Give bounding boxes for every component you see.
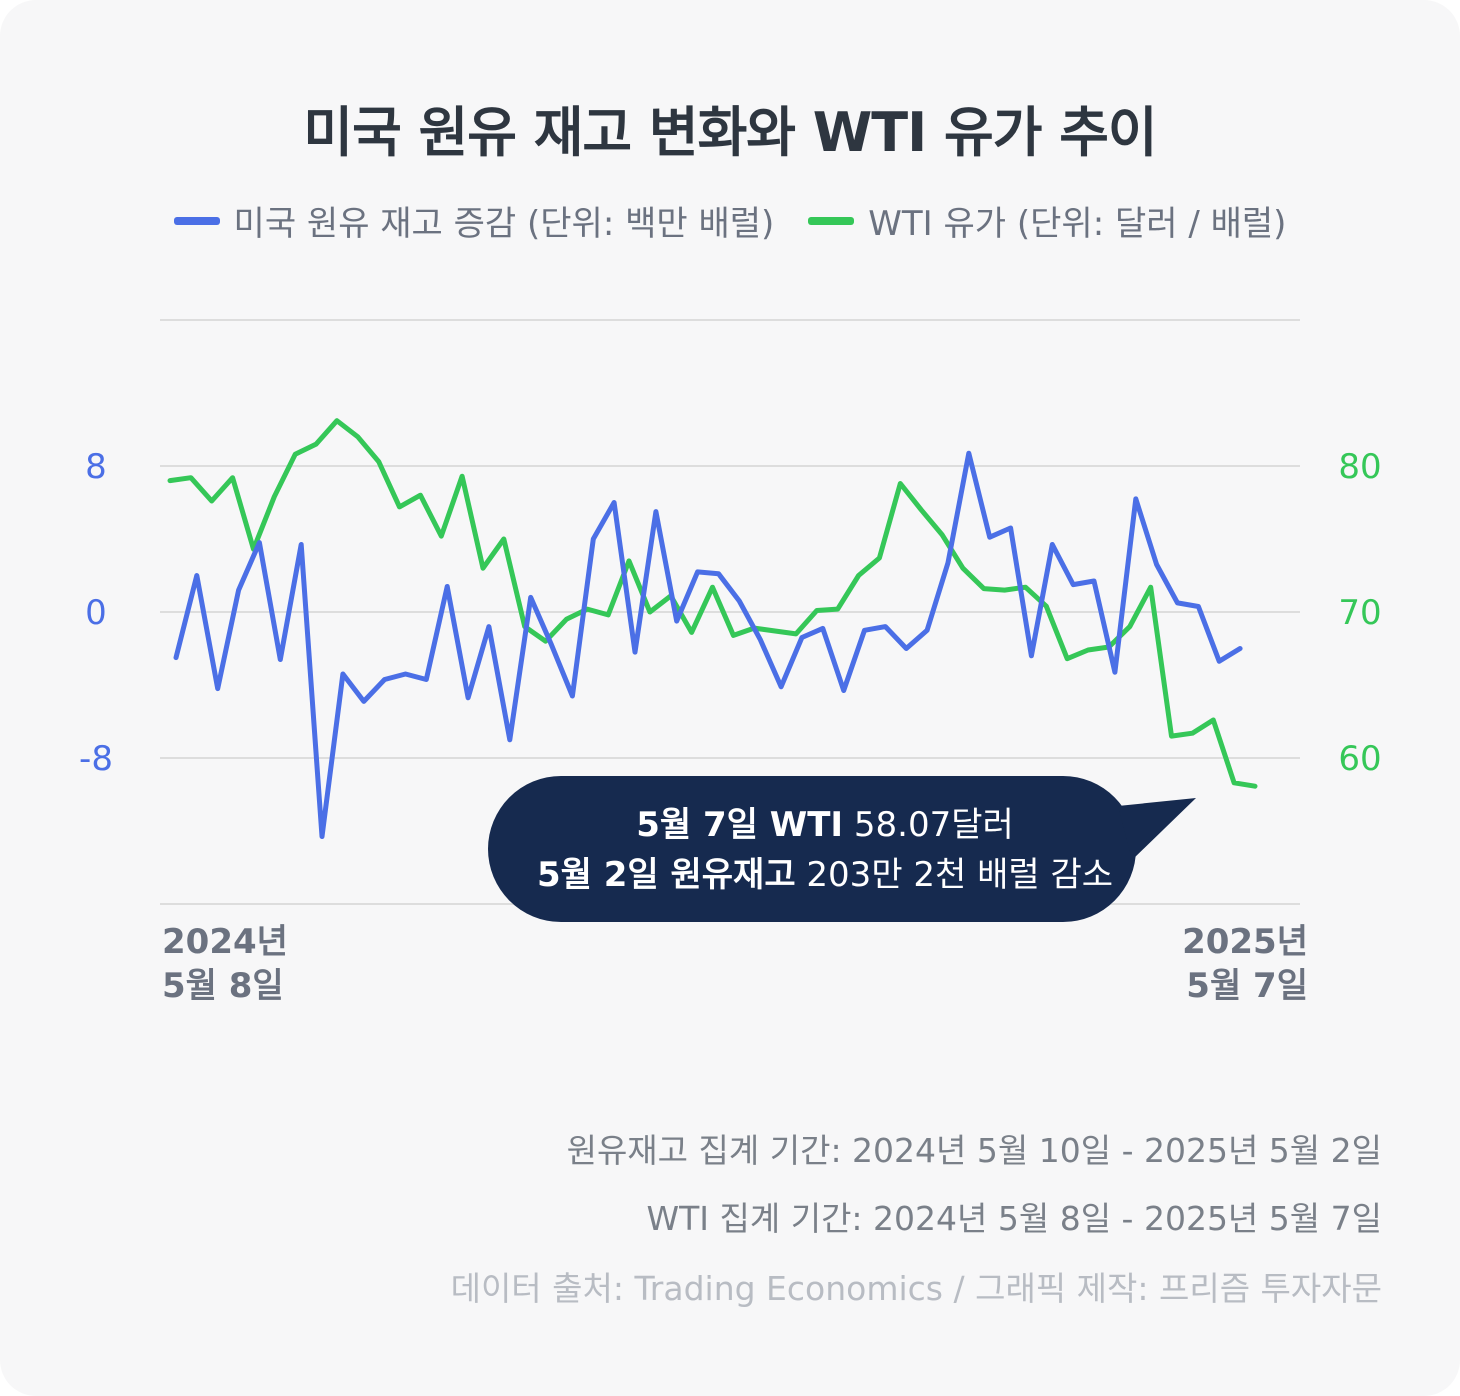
callout-bubble [488, 776, 1136, 922]
x-label-start: 2024년 5월 8일 [162, 920, 288, 1008]
legend-label-inventory: 미국 원유 재고 증감 (단위: 백만 배럴) [233, 204, 775, 244]
legend-item-inventory: 미국 원유 재고 증감 (단위: 백만 배럴) [173, 196, 775, 245]
series-line-inventory [173, 450, 1243, 839]
callout-line-1: 5월 7일 WTI 58.07달러 [490, 800, 1160, 850]
callout-line-1-rest: 58.07달러 [843, 805, 1014, 845]
y-right-tick-label: 70 [1338, 593, 1381, 633]
y-right-tick-label: 60 [1338, 739, 1381, 779]
y-right-tick-label: 80 [1338, 447, 1381, 487]
callout-pointer [1118, 798, 1196, 860]
footer-inventory-period: 원유재고 집계 기간: 2024년 5월 10일 - 2025년 5월 2일 [566, 1131, 1382, 1170]
footer-wti-period: WTI 집계 기간: 2024년 5월 8일 - 2025년 5월 7일 [646, 1199, 1382, 1238]
legend-item-wti: WTI 유가 (단위: 달러 / 배럴) [808, 196, 1286, 245]
legend-swatch-inventory [173, 216, 220, 225]
chart-title: 미국 원유 재고 변화와 WTI 유가 추이 [303, 101, 1157, 164]
footer-source: 데이터 출처: Trading Economics / 그래픽 제작: 프리즘 … [450, 1269, 1382, 1308]
legend-label-wti: WTI 유가 (단위: 달러 / 배럴) [868, 204, 1287, 244]
y-left-tick-label: 8 [85, 447, 107, 487]
x-label-start-date: 5월 8일 [162, 966, 284, 1006]
y-left-tick-label: 0 [85, 593, 107, 633]
series-line-wti [167, 418, 1258, 789]
y-left-tick-label: -8 [79, 739, 113, 779]
callout-line-2: 5월 2일 원유재고 203만 2천 배럴 감소 [490, 850, 1160, 900]
legend: 미국 원유 재고 증감 (단위: 백만 배럴) WTI 유가 (단위: 달러 /… [0, 196, 1460, 245]
callout: 5월 7일 WTI 58.07달러 5월 2일 원유재고 203만 2천 배럴 … [490, 800, 1160, 900]
callout-line-2-bold: 5월 2일 원유재고 [536, 855, 796, 895]
x-label-end-date: 5월 7일 [1186, 966, 1308, 1006]
callout-line-2-rest: 203만 2천 배럴 감소 [795, 855, 1114, 895]
x-label-end-year: 2025년 [1182, 922, 1308, 962]
x-label-start-year: 2024년 [162, 922, 288, 962]
x-label-end: 2025년 5월 7일 [1182, 920, 1308, 1008]
legend-swatch-wti [808, 216, 855, 225]
callout-line-1-bold: 5월 7일 WTI [636, 805, 844, 845]
